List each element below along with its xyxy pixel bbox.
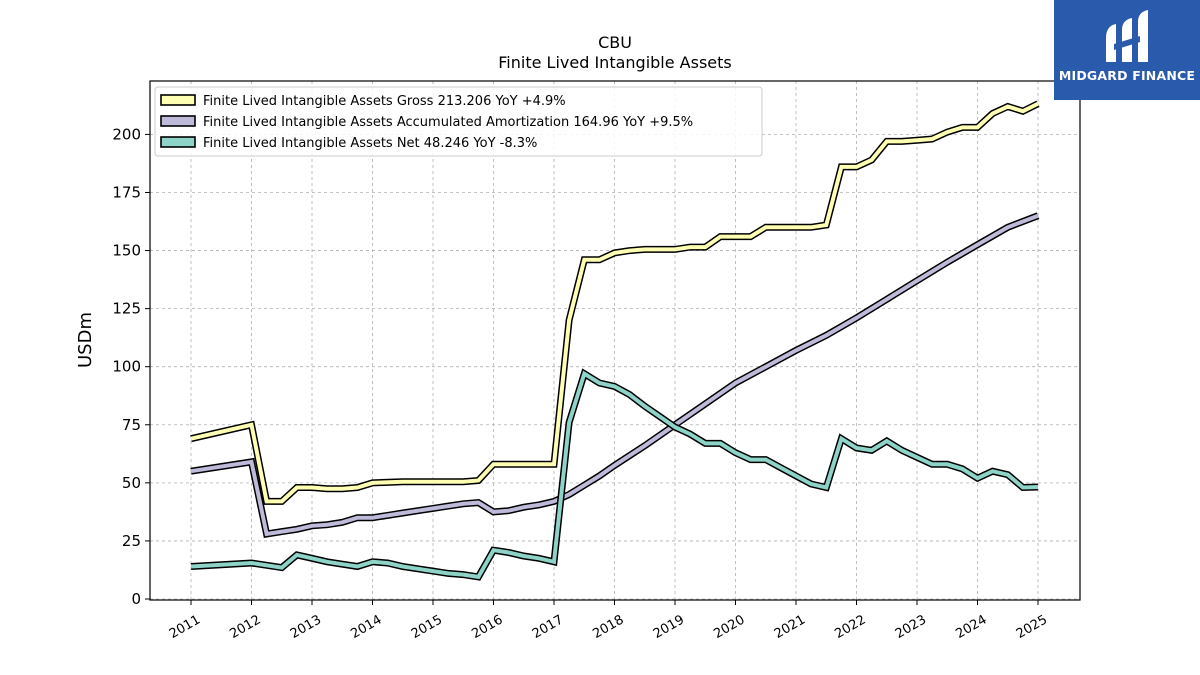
x-tick-label: 2024 [953,612,989,642]
y-tick-label: 125 [112,300,141,318]
y-axis-label: USDm [75,312,96,368]
y-tick-label: 25 [122,532,141,550]
series-line-0 [190,101,1039,504]
y-tick-label: 0 [131,590,141,608]
grid [150,81,1080,600]
legend-swatch-0 [160,94,196,106]
y-tick-label: 175 [112,183,141,201]
x-tick-label: 2018 [590,612,626,642]
x-tick-label: 2013 [288,612,324,642]
x-tick-label: 2021 [772,612,808,642]
series-outline-2 [190,368,1039,581]
x-tick-label: 2023 [893,612,929,642]
x-tick-label: 2025 [1014,612,1050,642]
chart-title: CBU [598,33,632,52]
series-line-2 [190,370,1039,580]
legend-label-1: Finite Lived Intangible Assets Accumulat… [203,115,693,130]
x-tick-label: 2017 [530,612,566,642]
y-tick-label: 75 [122,416,141,434]
x-tick-label: 2011 [167,612,203,642]
x-tick-label: 2022 [832,612,868,642]
x-tick-label: 2015 [409,612,445,642]
x-tick-label: 2014 [348,612,384,642]
brand-logo: MIDGARD FINANCE [1054,0,1200,100]
y-tick-label: 50 [122,474,141,492]
x-tick-label: 2020 [711,612,747,642]
x-tick-label: 2016 [469,612,505,642]
legend: Finite Lived Intangible Assets Gross 213… [154,86,763,157]
series-line-1 [190,213,1039,537]
legend-swatch-2 [160,136,196,148]
plot-frame [149,80,1081,601]
legend-label-0: Finite Lived Intangible Assets Gross 213… [203,94,566,109]
legend-swatch-1 [160,115,196,127]
y-tick-label: 200 [112,125,141,143]
logo-mark-icon [1106,10,1148,62]
legend-label-2: Finite Lived Intangible Assets Net 48.24… [203,136,537,151]
x-tick-label: 2019 [651,612,687,642]
chart-subtitle: Finite Lived Intangible Assets [498,53,731,72]
y-tick-label: 100 [112,358,141,376]
series-lines [190,100,1040,581]
logo-text: MIDGARD FINANCE [1058,68,1196,83]
x-tick-label: 2012 [227,612,263,642]
legend-box [154,86,763,157]
y-tick-label: 150 [112,242,141,260]
